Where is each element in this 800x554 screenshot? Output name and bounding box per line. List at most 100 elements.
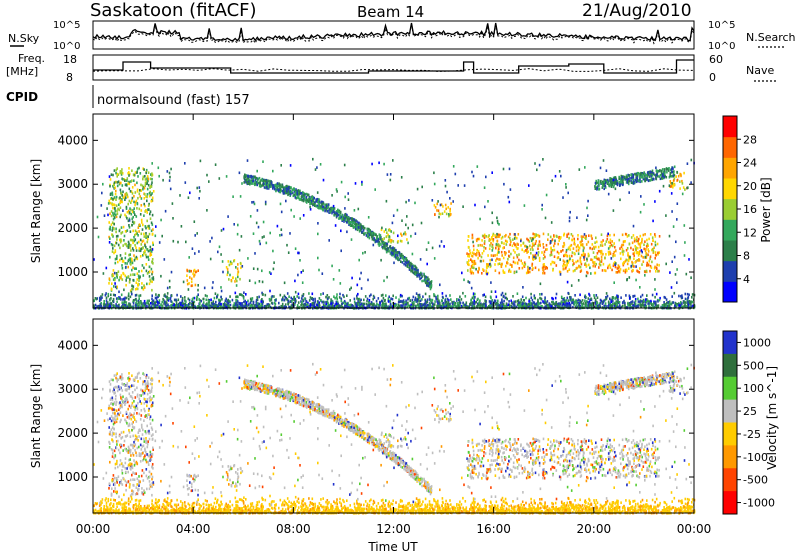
power-cell bbox=[631, 263, 634, 267]
power-cell bbox=[505, 296, 508, 300]
power-cell bbox=[575, 260, 577, 264]
power-cell bbox=[275, 185, 277, 188]
power-cell bbox=[542, 246, 545, 249]
power-cell bbox=[627, 182, 630, 186]
power-cell bbox=[636, 259, 639, 262]
power-cell bbox=[390, 248, 392, 252]
power-cell bbox=[563, 299, 566, 302]
power-cell bbox=[281, 185, 284, 188]
power-cell bbox=[340, 304, 343, 308]
power-cell bbox=[292, 187, 295, 191]
power-cell bbox=[538, 235, 541, 238]
power-cell bbox=[563, 297, 566, 300]
power-cell bbox=[253, 176, 255, 179]
power-cell bbox=[312, 196, 315, 199]
power-cell bbox=[643, 247, 645, 251]
power-cell bbox=[616, 181, 618, 185]
power-cell bbox=[498, 244, 501, 248]
power-cell bbox=[654, 295, 656, 299]
power-cell bbox=[429, 299, 432, 302]
power-cell bbox=[145, 255, 148, 259]
power-cell bbox=[336, 300, 339, 304]
power-cell bbox=[640, 254, 643, 258]
power-cell bbox=[491, 299, 493, 302]
power-cell bbox=[112, 247, 114, 250]
beam-label: Beam 14 bbox=[357, 3, 424, 21]
power-cell bbox=[132, 285, 135, 288]
power-cell bbox=[316, 304, 319, 307]
power-cell bbox=[628, 234, 630, 237]
power-cell bbox=[371, 232, 373, 235]
power-cell bbox=[469, 249, 471, 252]
power-cell bbox=[471, 304, 474, 308]
power-cell bbox=[534, 303, 536, 306]
power-cell bbox=[368, 300, 370, 304]
power-cell bbox=[258, 176, 261, 180]
power-cell bbox=[279, 293, 282, 297]
power-cell bbox=[646, 242, 649, 246]
power-cell bbox=[387, 240, 390, 243]
power-cell bbox=[128, 172, 131, 176]
power-cell bbox=[115, 297, 118, 300]
power-cell bbox=[658, 175, 661, 178]
power-cell bbox=[459, 303, 461, 307]
power-cell bbox=[434, 213, 436, 216]
power-cell bbox=[272, 184, 274, 187]
power-cell bbox=[353, 300, 356, 304]
power-cell bbox=[343, 220, 345, 223]
power-cell bbox=[308, 304, 310, 308]
power-cell bbox=[194, 283, 197, 287]
power-cell bbox=[415, 300, 417, 303]
power-cell bbox=[279, 190, 282, 194]
power-cell bbox=[395, 303, 398, 306]
power-cell bbox=[136, 287, 138, 290]
power-cell bbox=[654, 303, 657, 306]
power-cell bbox=[501, 291, 504, 295]
power-cell bbox=[446, 297, 449, 301]
power-cell bbox=[144, 225, 147, 228]
power-cell bbox=[307, 200, 310, 203]
power-cell bbox=[425, 275, 427, 279]
power-cell bbox=[508, 300, 510, 303]
power-cell bbox=[609, 183, 612, 186]
power-cell bbox=[286, 187, 289, 191]
power-cell bbox=[491, 243, 494, 247]
power-cell bbox=[381, 300, 384, 303]
freq-trace bbox=[93, 59, 694, 74]
power-cell bbox=[490, 254, 493, 257]
power-cell bbox=[649, 264, 652, 268]
power-cell bbox=[517, 299, 520, 302]
power-cell bbox=[602, 262, 605, 266]
power-cell bbox=[574, 243, 576, 246]
power-cell bbox=[424, 292, 427, 296]
power-cell bbox=[210, 301, 213, 305]
power-cell bbox=[538, 302, 541, 305]
power-cell bbox=[660, 177, 663, 180]
power-cell bbox=[137, 274, 140, 278]
power-cell bbox=[601, 182, 603, 185]
power-cell bbox=[284, 295, 287, 299]
power-cell bbox=[594, 187, 597, 190]
power-cell bbox=[339, 292, 341, 296]
power-cell bbox=[121, 168, 123, 171]
power-cell bbox=[577, 244, 579, 247]
power-cell bbox=[313, 302, 315, 306]
power-cell bbox=[150, 185, 153, 188]
power-cell bbox=[633, 257, 635, 260]
power-cell bbox=[553, 234, 555, 237]
power-cell bbox=[465, 305, 467, 309]
power-cell bbox=[676, 304, 678, 307]
power-cell bbox=[319, 206, 321, 210]
power-cell bbox=[612, 264, 615, 268]
power-cell bbox=[133, 179, 135, 182]
power-cell bbox=[498, 258, 500, 261]
power-cell bbox=[325, 304, 327, 307]
power-cell bbox=[111, 203, 114, 206]
power-cell bbox=[414, 273, 417, 276]
power-cell bbox=[423, 279, 425, 283]
power-cell bbox=[138, 297, 140, 300]
power-cell bbox=[462, 305, 464, 309]
power-cell bbox=[125, 276, 128, 279]
power-cell bbox=[626, 258, 628, 262]
power-cell bbox=[551, 296, 553, 300]
